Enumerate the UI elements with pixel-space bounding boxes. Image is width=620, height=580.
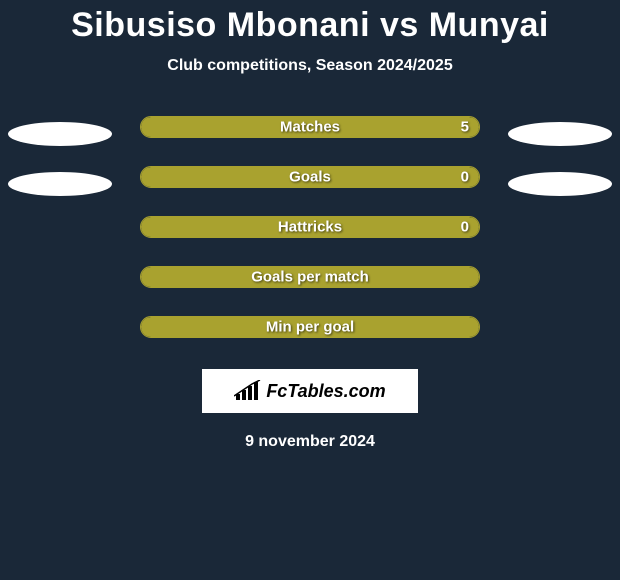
stat-row-matches: Matches 5	[0, 115, 620, 139]
logo-inner: FcTables.com	[234, 380, 385, 402]
stat-bar: Min per goal	[140, 316, 480, 338]
stat-bar: Matches 5	[140, 116, 480, 138]
date-text: 9 november 2024	[0, 433, 620, 451]
stat-row-goals: Goals 0	[0, 165, 620, 189]
stat-label: Matches	[280, 119, 340, 136]
stat-bar: Goals per match	[140, 266, 480, 288]
stat-label: Min per goal	[266, 319, 354, 336]
chart-icon	[234, 380, 262, 402]
page-title: Sibusiso Mbonani vs Munyai	[0, 0, 620, 45]
stat-value: 0	[461, 169, 469, 186]
page-root: Sibusiso Mbonani vs Munyai Club competit…	[0, 0, 620, 580]
logo-text: FcTables.com	[266, 381, 385, 402]
stat-row-hattricks: Hattricks 0	[0, 215, 620, 239]
stat-label: Goals per match	[251, 269, 369, 286]
page-subtitle: Club competitions, Season 2024/2025	[0, 57, 620, 75]
stat-row-goals-per-match: Goals per match	[0, 265, 620, 289]
stat-row-min-per-goal: Min per goal	[0, 315, 620, 339]
stats-area: Matches 5 Goals 0 Hattricks 0 Goals per …	[0, 115, 620, 339]
stat-value: 0	[461, 219, 469, 236]
stat-label: Hattricks	[278, 219, 342, 236]
stat-value: 5	[461, 119, 469, 136]
stat-bar: Hattricks 0	[140, 216, 480, 238]
stat-bar: Goals 0	[140, 166, 480, 188]
logo-box: FcTables.com	[202, 369, 418, 413]
stat-label: Goals	[289, 169, 331, 186]
